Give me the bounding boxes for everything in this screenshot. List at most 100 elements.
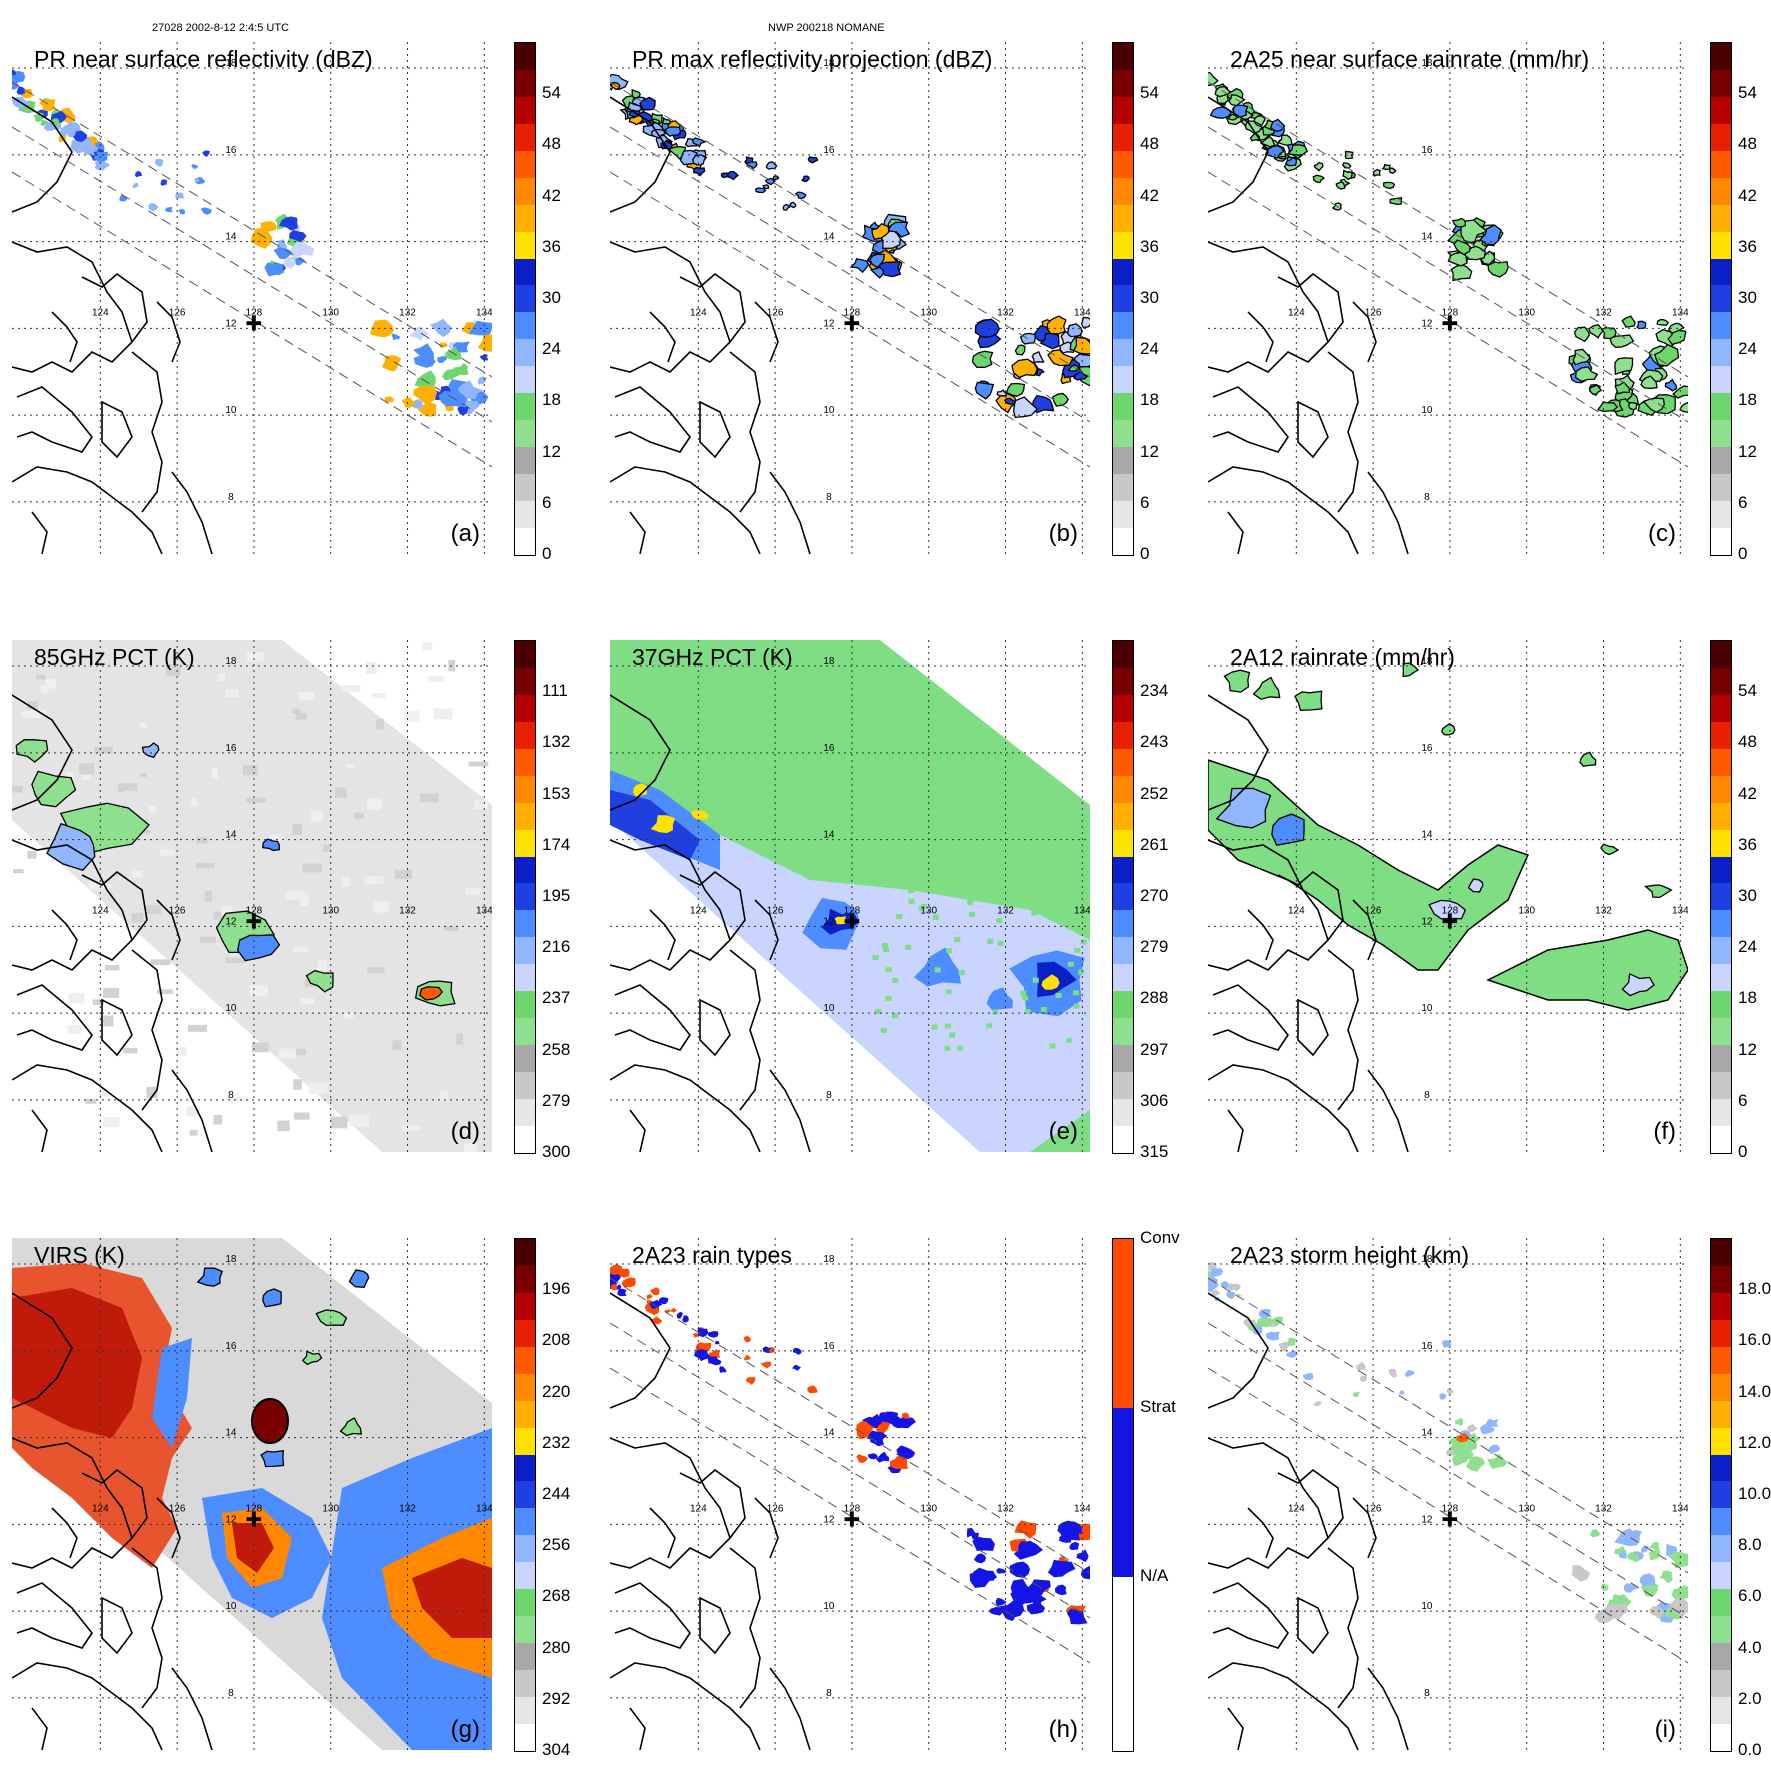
lon-label: 134: [1672, 1503, 1688, 1514]
colorbar-segment: [515, 1265, 535, 1293]
colorbar-segment: [515, 1125, 535, 1153]
storm-center-icon: ✚: [844, 910, 861, 934]
panel-label: (a): [450, 520, 480, 547]
colorbar-segment: [1711, 1239, 1731, 1266]
lon-label: 134: [1672, 905, 1688, 916]
colorbar-tick-label: 42: [1140, 185, 1159, 205]
colorbar-segment: [515, 1616, 535, 1644]
lon-label: 128: [1442, 905, 1459, 916]
colorbar-segment: [1113, 285, 1133, 313]
colorbar-segment: [1711, 69, 1731, 97]
colorbar-tick-label: 0: [542, 544, 552, 563]
orbit-info: 27028 2002-8-12 2:4:5 UTC: [152, 22, 289, 34]
colorbar-segment: [1113, 1407, 1133, 1577]
colorbar-tick-label: 54: [1140, 83, 1159, 103]
lon-label: 130: [1518, 1503, 1535, 1514]
colorbar-segment: [515, 204, 535, 232]
colorbar-segment: [515, 69, 535, 97]
colorbar-segment: [1711, 258, 1731, 286]
colorbar-segment: [1711, 1589, 1731, 1617]
colorbar-segment: [1711, 366, 1731, 394]
colorbar-segment: [1711, 1292, 1731, 1320]
colorbar-segment: [515, 694, 535, 722]
colorbar-segment: [515, 123, 535, 151]
colorbar-segment: [515, 500, 535, 528]
lat-label: 10: [823, 405, 835, 416]
colorbar-tick-label: 6: [1738, 492, 1748, 512]
colorbar-segment: [1113, 123, 1133, 151]
storm-center-icon: ✚: [1442, 910, 1459, 934]
lon-label: 124: [92, 307, 109, 318]
colorbar-segment: [1113, 937, 1133, 965]
colorbar-segment: [1711, 721, 1731, 749]
colorbar-segment: [1711, 474, 1731, 501]
storm-center-icon: ✚: [1442, 312, 1459, 336]
colorbar: [1112, 640, 1134, 1154]
panel-title: VIRS (K): [34, 1242, 125, 1268]
colorbar-segment: [515, 1670, 535, 1697]
colorbar-segment: [515, 910, 535, 938]
storm-center-icon: ✚: [246, 910, 263, 934]
colorbar-segment: [515, 1098, 535, 1126]
colorbar-tick-label: 256: [542, 1535, 571, 1555]
colorbar-segment: [515, 474, 535, 501]
colorbar-tick-label: 232: [542, 1432, 571, 1452]
colorbar-tick-label: 30: [1738, 288, 1757, 307]
map-h: 124 126 128 130 132 134 18 16 14 12 10 8 ✚ 2A23 rain …: [610, 1238, 1090, 1750]
map-c: 124 126 128 130 132 134 18 16 14 12 10 8 ✚ 2A25 near …: [1208, 42, 1688, 554]
colorbar-tick-label: 18: [1738, 390, 1757, 410]
colorbar-segment: [1711, 1508, 1731, 1536]
colorbar-segment: [1711, 991, 1731, 1019]
colorbar-tick-label: 0: [1738, 544, 1748, 563]
colorbar-tick-label: 12: [542, 441, 561, 461]
colorbar-segment: [1711, 1346, 1731, 1374]
colorbar-segment: [1113, 641, 1133, 668]
colorbar-segment: [1113, 500, 1133, 528]
storm-center-icon: ✚: [246, 1508, 263, 1532]
colorbar-segment: [515, 285, 535, 313]
lon-label: 130: [920, 905, 937, 916]
colorbar-tick-label: 18: [1738, 988, 1757, 1008]
colorbar-tick-label: 42: [1738, 185, 1757, 205]
lat-label: 14: [225, 1428, 237, 1439]
colorbar-segment: [1711, 937, 1731, 965]
colorbar-tick-label: 0: [1738, 1142, 1748, 1161]
map-canvas: 124 126 128 130 132 134 18 16 14 12 10 8 ✚: [1208, 42, 1688, 554]
colorbar-segment: [515, 258, 535, 286]
colorbar-tick-label: 6: [1140, 492, 1150, 512]
colorbar-tick-label: Conv: [1140, 1228, 1180, 1247]
colorbar-segment: [1113, 748, 1133, 776]
colorbar-segment: [1113, 43, 1133, 70]
colorbar-tick-label: 12: [1140, 441, 1159, 461]
lat-label: 12: [823, 1514, 835, 1525]
colorbar-segment: [515, 748, 535, 776]
colorbar-segment: [1711, 447, 1731, 474]
lat-label: 10: [225, 1003, 237, 1014]
colorbar-segment: [1711, 1125, 1731, 1153]
lat-label: 10: [1421, 405, 1433, 416]
colorbar-tick-label: 315: [1140, 1142, 1169, 1161]
colorbar-segment: [1711, 231, 1731, 259]
colorbar-tick-label: 4.0: [1738, 1637, 1762, 1657]
map-canvas: 124 126 128 130 132 134 18 16 14 12 10 8 ✚: [610, 1238, 1090, 1750]
colorbar-segment: [1113, 312, 1133, 340]
lon-label: 134: [476, 1503, 492, 1514]
colorbar-segment: [515, 1045, 535, 1072]
lon-label: 124: [690, 1503, 707, 1514]
colorbar-segment: [515, 1481, 535, 1509]
panel-d: 124 126 128 130 132 134 18 16 14 12 10 8 ✚ 85GHz PCT …: [12, 640, 584, 1162]
colorbar-segment: [1113, 231, 1133, 259]
lon-label: 134: [1672, 307, 1688, 318]
colorbar-tick-label: 24: [542, 339, 561, 359]
lat-label: 14: [225, 232, 237, 243]
colorbar-tick-label: 195: [542, 886, 571, 905]
lat-label: 18: [1421, 1254, 1433, 1265]
colorbar-segment: [515, 721, 535, 749]
colorbar-tick-label: 244: [542, 1484, 571, 1503]
colorbar-segment: [1711, 1265, 1731, 1293]
colorbar-segment: [1113, 1239, 1133, 1408]
lat-label: 16: [823, 743, 835, 754]
storm-center-icon: ✚: [844, 1508, 861, 1532]
colorbar-segment: [1711, 856, 1731, 884]
colorbar-segment: [1113, 667, 1133, 695]
